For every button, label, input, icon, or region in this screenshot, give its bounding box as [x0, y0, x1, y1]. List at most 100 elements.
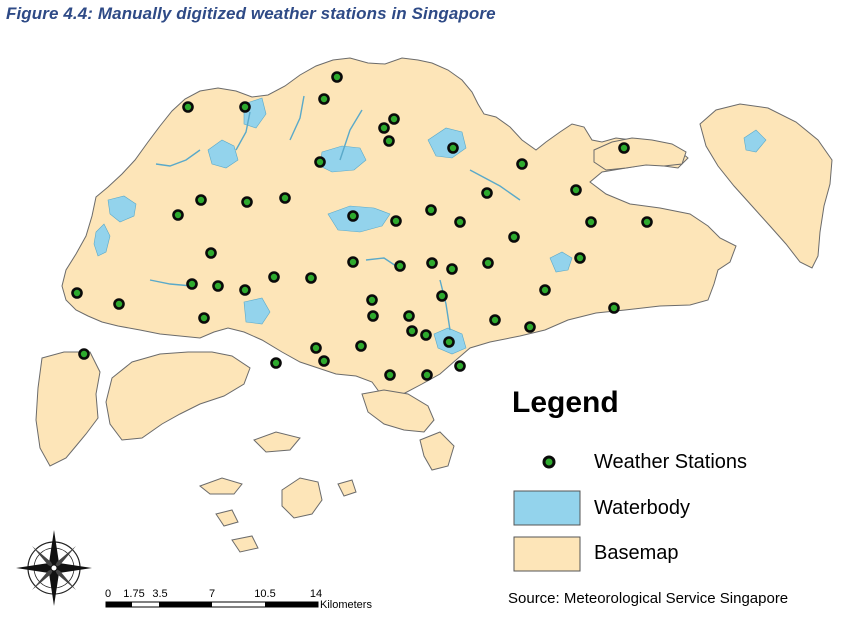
legend-label-waterbody: Waterbody [594, 497, 690, 519]
weather-station-marker [347, 210, 359, 222]
weather-station-marker [447, 142, 459, 154]
weather-station-marker [212, 280, 224, 292]
weather-station-marker [436, 290, 448, 302]
scale-units: Kilometers [320, 599, 372, 611]
source-text: Source: Meteorological Service Singapore [508, 590, 789, 607]
weather-station-marker [172, 209, 184, 221]
weather-station-marker [205, 247, 217, 259]
weather-station-marker [239, 101, 251, 113]
weather-station-marker [355, 340, 367, 352]
weather-station-marker [318, 93, 330, 105]
scale-tick-2: 3.5 [152, 588, 168, 600]
weather-station-marker [539, 284, 551, 296]
rivers [149, 95, 521, 331]
legend-title: Legend [512, 386, 619, 419]
weather-station-marker [383, 135, 395, 147]
southern-island-7 [231, 535, 259, 553]
pulau-ubin [593, 137, 687, 171]
weather-station-marker [388, 113, 400, 125]
weather-station-marker [489, 314, 501, 326]
scale-tick-4: 10.5 [254, 588, 276, 600]
weather-station-marker [239, 284, 251, 296]
scale-tick-0: 0 [104, 588, 112, 600]
southern-island-6 [215, 509, 239, 527]
southern-island-3 [281, 477, 323, 519]
weather-station-marker [78, 348, 90, 360]
weather-station-marker [71, 287, 83, 299]
scale-tick-1: 1.75 [123, 588, 145, 600]
weather-station-marker [425, 204, 437, 216]
weather-station-marker [384, 369, 396, 381]
weather-station-marker [310, 342, 322, 354]
main-island [61, 57, 737, 399]
weather-station-marker [318, 355, 330, 367]
waterbody-sarimbun [93, 223, 111, 257]
scale-tick-5: 14 [309, 588, 323, 600]
legend-symbols [513, 455, 581, 572]
weather-station-marker [516, 158, 528, 170]
weather-station-marker [347, 256, 359, 268]
waterbody-bedok [549, 251, 573, 273]
weather-station-marker [454, 216, 466, 228]
waterbody-kranji [107, 195, 137, 223]
southern-island-5 [337, 479, 357, 497]
weather-station-marker [186, 278, 198, 290]
weather-station-marker [641, 216, 653, 228]
waterbodies [93, 97, 767, 355]
weather-station-marker [182, 101, 194, 113]
weather-station-marker [446, 263, 458, 275]
weather-station-marker [585, 216, 597, 228]
legend-station-dot [542, 455, 556, 469]
weather-station-marker [420, 329, 432, 341]
weather-station-marker [454, 360, 466, 372]
legend-waterbody-swatch [513, 490, 581, 526]
weather-station-marker [570, 184, 582, 196]
waterbody-tengeh [207, 139, 239, 169]
weather-station-marker [508, 231, 520, 243]
weather-station-marker [367, 310, 379, 322]
legend-label-weather-stations: Weather Stations [594, 451, 748, 473]
legend-basemap-swatch [513, 536, 581, 572]
scale-bar [105, 601, 319, 608]
weather-station-marker [524, 321, 536, 333]
weather-station-marker [195, 194, 207, 206]
weather-station-marker [608, 302, 620, 314]
waterbody-macritchie [327, 205, 391, 233]
scale-tick-3: 7 [208, 588, 216, 600]
weather-station-marker [268, 271, 280, 283]
jurong-island-east [105, 351, 251, 441]
weather-stations [71, 71, 653, 381]
weather-station-marker [279, 192, 291, 204]
weather-station-marker [366, 294, 378, 306]
weather-station-marker [618, 142, 630, 154]
legend-label-basemap: Basemap [594, 542, 679, 564]
weather-station-marker [305, 272, 317, 284]
weather-station-marker [394, 260, 406, 272]
waterbody-pandan [243, 297, 271, 325]
weather-station-marker [421, 369, 433, 381]
weather-station-marker [113, 298, 125, 310]
jurong-island [35, 351, 101, 467]
weather-station-marker [406, 325, 418, 337]
waterbody-tekong [743, 129, 767, 153]
weather-station-marker [331, 71, 343, 83]
pulau-tekong [699, 103, 833, 269]
weather-station-marker [390, 215, 402, 227]
weather-station-marker [574, 252, 586, 264]
southern-island-1 [253, 431, 301, 453]
weather-station-marker [481, 187, 493, 199]
weather-station-marker [241, 196, 253, 208]
sentosa [361, 389, 435, 433]
weather-station-marker [443, 336, 455, 348]
compass-rose-icon [16, 530, 92, 606]
weather-station-marker [198, 312, 210, 324]
figure-title: Figure 4.4: Manually digitized weather s… [6, 4, 496, 23]
southern-island-4 [419, 431, 455, 471]
weather-station-marker [378, 122, 390, 134]
southern-island-2 [198, 477, 243, 495]
weather-station-marker [314, 156, 326, 168]
weather-station-marker [403, 310, 415, 322]
weather-station-marker [426, 257, 438, 269]
weather-station-marker [482, 257, 494, 269]
